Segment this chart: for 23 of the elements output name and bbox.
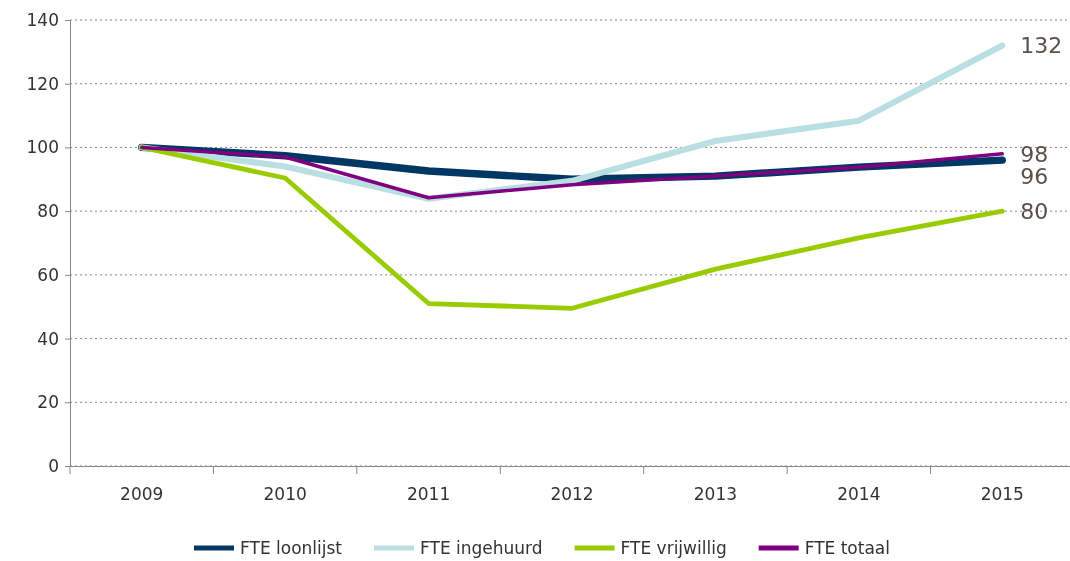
x-tick-label: 2013 <box>693 484 738 505</box>
data-label: 80 <box>1020 198 1049 224</box>
x-tick-label: 2012 <box>550 484 594 505</box>
x-tick-label: 2010 <box>263 484 307 505</box>
y-tick-label: 80 <box>37 201 59 222</box>
legend-label: FTE vrijwillig <box>620 537 727 558</box>
x-tick-label: 2009 <box>120 484 164 505</box>
x-tick-label: 2014 <box>837 484 881 505</box>
legend-label: FTE ingehuurd <box>420 537 543 558</box>
x-tick-label: 2011 <box>406 484 451 505</box>
y-tick-label: 100 <box>26 137 59 158</box>
line-series <box>139 145 1005 200</box>
y-tick-label: 140 <box>26 9 59 30</box>
y-tick-label: 40 <box>37 328 59 349</box>
x-tick-label: 2015 <box>980 484 1024 505</box>
y-tick-label: 60 <box>37 264 59 285</box>
line-series <box>139 145 1005 311</box>
y-tick-label: 20 <box>37 392 59 413</box>
data-label: 132 <box>1020 33 1063 59</box>
y-tick-label: 120 <box>26 73 59 94</box>
y-tick-label: 0 <box>48 455 59 476</box>
legend-label: FTE loonlijst <box>240 537 343 558</box>
legend-label: FTE totaal <box>804 537 890 558</box>
